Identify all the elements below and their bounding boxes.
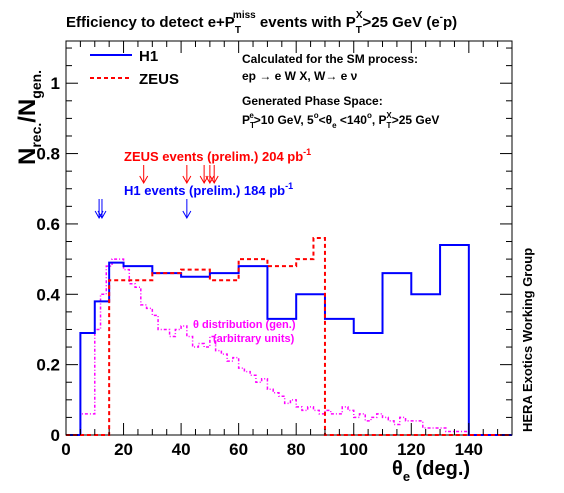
zeus-efficiency-histogram bbox=[66, 237, 512, 436]
zeus-event-arrow-1-head bbox=[182, 175, 192, 185]
y-tick-label-4: 0.8 bbox=[36, 145, 60, 164]
side-label: HERA Exotics Working Group bbox=[520, 248, 535, 432]
y-tick-label-0: 0 bbox=[51, 426, 60, 445]
y-axis-label: Nrec./Ngen. bbox=[14, 70, 44, 165]
y-tick-label-3: 0.6 bbox=[36, 215, 60, 234]
gen-line-1: Generated Phase Space: bbox=[242, 94, 383, 108]
y-tick-label-5: 1 bbox=[51, 74, 60, 93]
y-tick-label-1: 0.2 bbox=[36, 356, 60, 375]
y-tick-label-2: 0.4 bbox=[36, 285, 60, 304]
event-arrows bbox=[94, 165, 219, 220]
calc-line-1: Calculated for the SM process: bbox=[242, 52, 418, 66]
legend: H1 ZEUS bbox=[90, 48, 179, 88]
plot-frame bbox=[65, 40, 513, 436]
process-annotation: Calculated for the SM process: ep → e W … bbox=[242, 52, 439, 130]
zeus-events-label: ZEUS events (prelim.) 204 pb-1 bbox=[124, 147, 311, 164]
theta-distribution-histogram bbox=[66, 258, 512, 436]
x-tick-label-100: 100 bbox=[340, 440, 368, 459]
x-tick-label-80: 80 bbox=[287, 440, 306, 459]
x-tick-label-140: 140 bbox=[455, 440, 483, 459]
zeus-event-arrow-3-head bbox=[205, 175, 215, 185]
x-tick-label-120: 120 bbox=[397, 440, 425, 459]
y-axis-ticks: 0 0.2 0.4 0.6 0.8 1 bbox=[36, 47, 512, 445]
h1-event-arrow-2-head bbox=[182, 210, 192, 220]
legend-h1-label: H1 bbox=[139, 48, 158, 65]
h1-events-label: H1 events (prelim.) 184 pb-1 bbox=[124, 181, 293, 198]
x-tick-label-20: 20 bbox=[114, 440, 133, 459]
x-tick-label-40: 40 bbox=[172, 440, 191, 459]
calc-line-2: ep → e W X, W→ e ν bbox=[242, 69, 358, 83]
gen-line-2: PTe>10 GeV, 5o<θe <140o, PTX>25 GeV bbox=[242, 111, 439, 130]
theta-dist-label-1: θ distribution (gen.) bbox=[193, 319, 296, 331]
x-tick-label-60: 60 bbox=[229, 440, 248, 459]
h1-event-arrow-1-head bbox=[97, 210, 107, 220]
legend-zeus-label: ZEUS bbox=[139, 71, 179, 88]
zeus-event-arrow-4-head bbox=[209, 175, 219, 185]
x-axis-ticks: 0 20 40 60 80 100 120 140 bbox=[61, 41, 499, 459]
x-tick-label-0: 0 bbox=[61, 440, 70, 459]
zeus-event-arrow-0-head bbox=[139, 175, 149, 185]
chart-title: Efficiency to detect e+PTmiss events wit… bbox=[66, 10, 457, 36]
x-axis-label: θe (deg.) bbox=[392, 458, 470, 484]
histogram-layer bbox=[66, 237, 512, 436]
theta-dist-label-2: (arbitrary units) bbox=[213, 333, 295, 345]
